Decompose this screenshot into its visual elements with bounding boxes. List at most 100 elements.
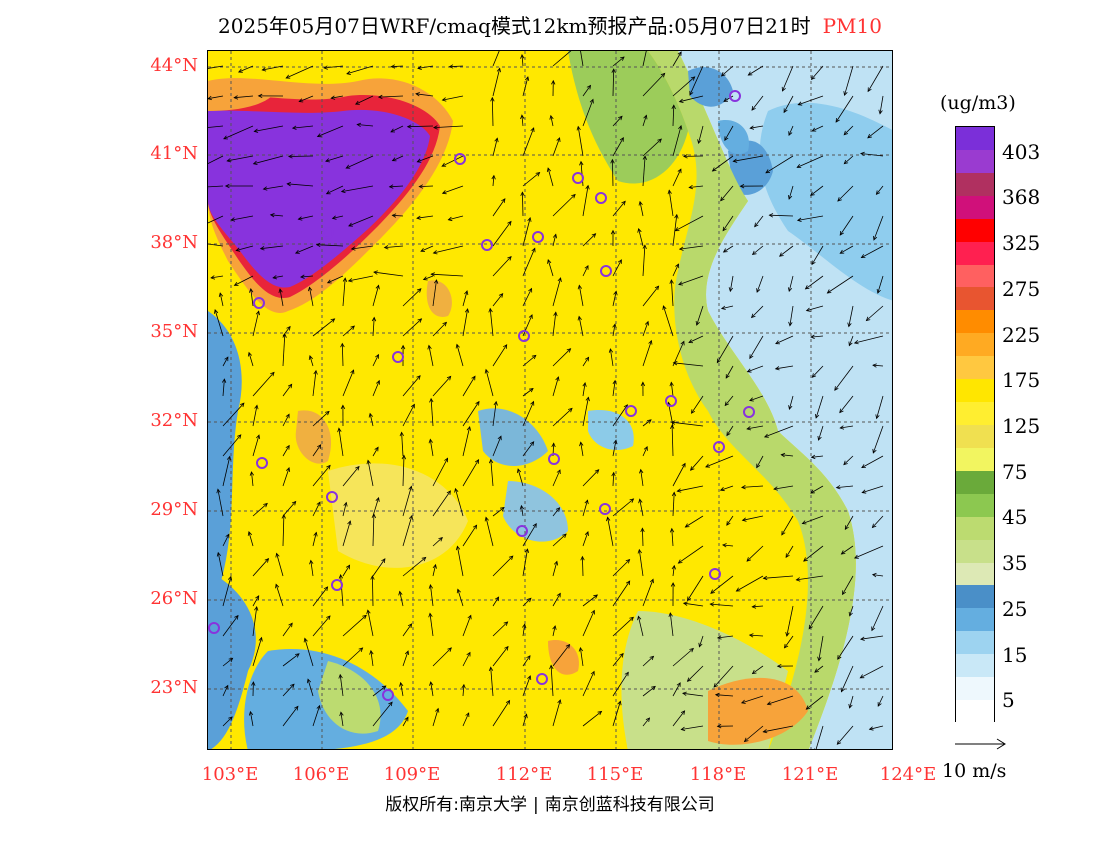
wind-arrow-head <box>867 87 872 93</box>
wind-arrow <box>642 285 659 307</box>
wind-arrow-head <box>873 235 878 241</box>
wind-arrow <box>552 625 556 637</box>
wind-arrow <box>522 288 532 307</box>
wind-arrow-head <box>257 93 263 99</box>
wind-arrow <box>282 384 293 397</box>
wind-arrow <box>678 545 704 564</box>
wind-arrow <box>749 395 764 401</box>
wind-arrow-head <box>391 213 397 218</box>
wind-arrow-head <box>705 463 710 468</box>
longitude-tick-label: 112°E <box>495 764 553 785</box>
wind-arrow-head <box>620 56 625 61</box>
wind-arrow <box>522 523 537 547</box>
wind-arrow <box>612 137 624 157</box>
color-bar-segment <box>956 149 994 173</box>
wind-arrow <box>871 605 884 631</box>
wind-arrow-head <box>749 125 755 130</box>
wind-arrow <box>457 589 464 607</box>
wind-arrow <box>522 714 527 727</box>
wind-arrow-head <box>223 135 228 140</box>
wind-arrow-head <box>355 100 360 105</box>
wind-arrow <box>679 95 704 103</box>
wind-arrow-head <box>527 675 532 680</box>
wind-arrow-head <box>286 325 291 331</box>
wind-arrow <box>300 275 314 278</box>
wind-arrow <box>639 201 644 217</box>
wind-arrow <box>815 395 824 419</box>
wind-arrow <box>672 648 694 667</box>
wind-arrow-head <box>505 699 511 705</box>
wind-arrow <box>685 515 704 528</box>
wind-arrow <box>612 701 621 727</box>
wind-arrow <box>582 610 595 637</box>
color-bar-segment <box>956 539 994 563</box>
wind-arrow-head <box>756 463 761 469</box>
wind-arrow-head <box>680 340 685 346</box>
wind-arrow <box>324 65 344 69</box>
wind-arrow <box>238 65 254 73</box>
wind-arrow <box>668 190 674 217</box>
wind-arrow <box>642 321 649 337</box>
wind-arrow <box>669 612 674 637</box>
wind-arrow <box>671 279 674 307</box>
wind-arrow <box>671 421 704 427</box>
wind-arrow-head <box>674 227 680 232</box>
wind-arrow-head <box>416 288 422 293</box>
wind-arrow-head <box>433 279 439 284</box>
wind-arrow <box>462 652 471 667</box>
wind-arrow <box>252 558 269 577</box>
wind-arrow <box>342 369 354 397</box>
wind-arrow <box>866 305 884 321</box>
wind-arrow-head <box>523 713 528 719</box>
wind-arrow <box>682 692 704 697</box>
wind-arrow <box>837 185 854 202</box>
wind-arrow-head <box>432 563 437 569</box>
wind-arrow <box>433 245 464 254</box>
wind-arrow-head <box>746 426 752 431</box>
wind-arrow-head <box>788 195 793 200</box>
wind-arrow <box>663 305 674 337</box>
wind-arrow-head <box>529 387 534 393</box>
wind-arrow-head <box>290 683 295 689</box>
wind-arrow <box>582 357 589 367</box>
wind-arrow <box>492 401 497 427</box>
wind-arrow-head <box>642 244 647 250</box>
wind-arrow <box>849 695 854 709</box>
color-bar-segment <box>956 424 994 448</box>
wind-arrow <box>287 183 314 187</box>
wind-arrow-head <box>407 623 413 628</box>
wind-arrow-head <box>343 501 348 507</box>
wind-arrow <box>430 584 434 607</box>
wind-arrow <box>282 414 290 427</box>
wind-arrow <box>521 115 524 127</box>
wind-arrow <box>642 686 656 697</box>
wind-arrow-head <box>674 213 679 219</box>
wind-arrow-head <box>347 520 352 526</box>
wind-arrow-head <box>345 164 351 169</box>
wind-arrow <box>788 125 794 136</box>
wind-arrow-head <box>847 322 852 328</box>
wind-arrow <box>342 278 346 307</box>
wind-arrow <box>806 695 824 710</box>
wind-arrow-head <box>668 612 673 617</box>
wind-arrow-head <box>553 560 559 566</box>
wind-arrow-head <box>688 339 694 344</box>
wind-arrow-head <box>876 288 881 294</box>
wind-arrow <box>612 617 634 637</box>
wind-arrow <box>844 515 854 530</box>
wind-arrow-head <box>422 276 428 281</box>
wind-arrow-head <box>788 131 793 137</box>
wind-arrow <box>402 515 413 547</box>
wind-arrow-head <box>556 137 561 142</box>
wind-arrow-head <box>323 65 328 70</box>
wind-arrow <box>867 125 884 139</box>
wind-arrow <box>522 217 531 247</box>
wind-arrow <box>416 215 434 219</box>
wind-arrow <box>720 485 734 491</box>
wind-arrow-head <box>218 292 224 298</box>
wind-arrow <box>782 65 794 92</box>
wind-arrow-head <box>528 314 533 319</box>
wind-arrow <box>429 439 434 457</box>
wind-arrow-head <box>671 491 677 497</box>
wind-arrow <box>582 397 589 427</box>
